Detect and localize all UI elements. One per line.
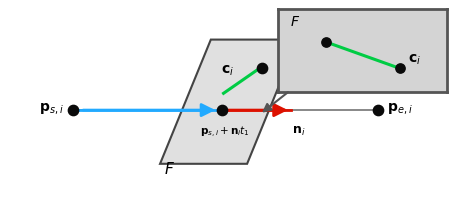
- Text: $\mathbf{p}_{s,i}$: $\mathbf{p}_{s,i}$: [39, 102, 64, 117]
- Text: $\mathbf{n}_i$: $\mathbf{n}_i$: [292, 125, 306, 138]
- Text: $\mathbf{c}_i$: $\mathbf{c}_i$: [408, 53, 421, 67]
- Text: $\mathbf{p}_{e,i}$: $\mathbf{p}_{e,i}$: [387, 102, 412, 117]
- Text: $\mathbf{p}_{s,i} + \mathbf{n}_i t_1$: $\mathbf{p}_{s,i} + \mathbf{n}_i t_1$: [200, 125, 250, 140]
- Point: [322, 40, 329, 44]
- Polygon shape: [160, 40, 298, 164]
- Point: [218, 108, 226, 112]
- Point: [396, 67, 403, 70]
- Text: $F$: $F$: [164, 161, 175, 177]
- Text: $\mathbf{c}_i$: $\mathbf{c}_i$: [220, 64, 234, 78]
- Point: [69, 108, 77, 112]
- Text: $F$: $F$: [290, 15, 300, 29]
- Point: [374, 108, 381, 112]
- Point: [258, 66, 265, 70]
